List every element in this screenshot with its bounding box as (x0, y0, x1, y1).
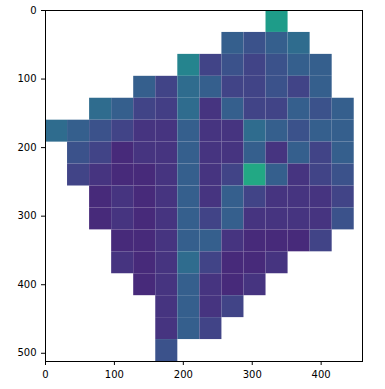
svg-text:0: 0 (42, 369, 48, 380)
svg-text:400: 400 (17, 279, 36, 290)
svg-text:100: 100 (17, 73, 36, 84)
svg-text:300: 300 (243, 369, 262, 380)
svg-text:400: 400 (312, 369, 331, 380)
svg-text:300: 300 (17, 210, 36, 221)
svg-text:0: 0 (30, 5, 36, 16)
svg-text:100: 100 (105, 369, 124, 380)
svg-text:200: 200 (174, 369, 193, 380)
svg-text:500: 500 (17, 347, 36, 358)
svg-text:200: 200 (17, 142, 36, 153)
